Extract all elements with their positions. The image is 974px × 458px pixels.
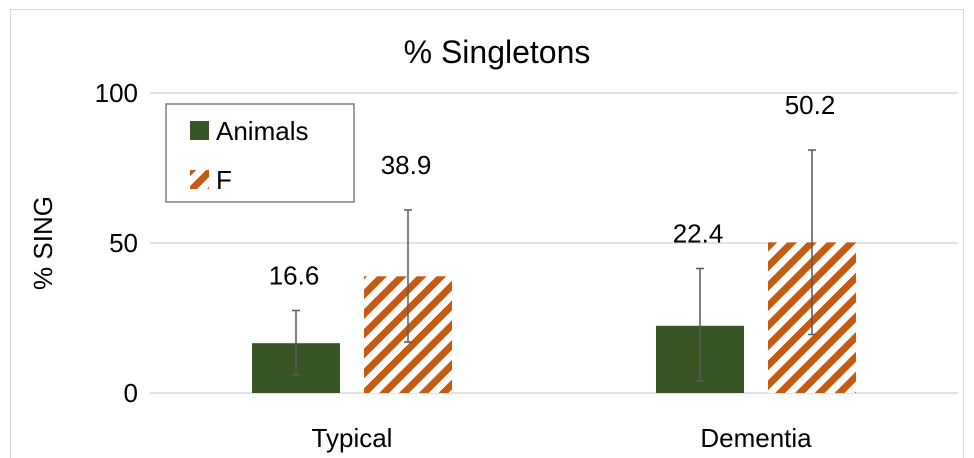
data-label: 38.9 — [381, 150, 432, 180]
data-labels: 16.6 38.9 22.4 50.2 — [269, 90, 836, 291]
y-axis-label: % SING — [28, 196, 58, 290]
legend: Animals F — [165, 103, 355, 203]
y-tick-label: 100 — [95, 78, 138, 108]
legend-swatch-f — [190, 170, 209, 189]
data-label: 22.4 — [673, 219, 724, 249]
bars — [252, 242, 856, 393]
y-tick-label: 50 — [109, 228, 138, 258]
category-labels: Typical Dementia — [312, 423, 813, 453]
legend-label-f: F — [216, 165, 232, 195]
error-bars — [292, 149, 816, 382]
y-tick-label: 0 — [124, 378, 138, 408]
y-axis-ticks: 0 50 100 — [95, 78, 138, 408]
data-label: 16.6 — [269, 261, 320, 291]
legend-label-animals: Animals — [216, 116, 308, 146]
chart-title: % Singletons — [404, 34, 591, 70]
legend-swatch-animals — [190, 121, 209, 140]
category-label: Dementia — [700, 423, 812, 453]
data-label: 50.2 — [785, 90, 836, 120]
category-label: Typical — [312, 423, 393, 453]
